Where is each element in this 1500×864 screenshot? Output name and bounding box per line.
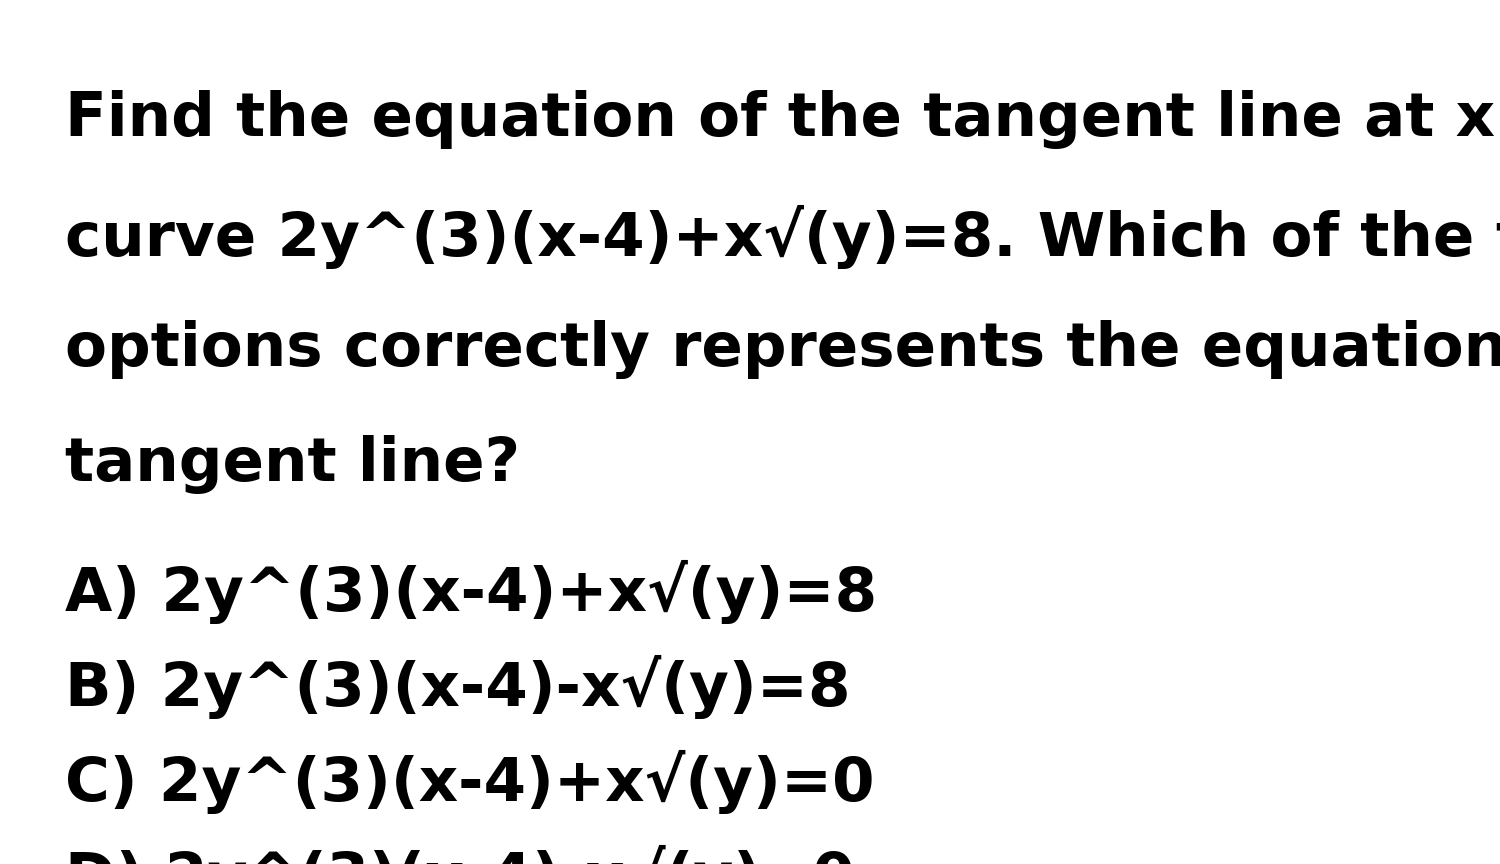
- Text: A) 2y^(3)(x-4)+x√(y)=8: A) 2y^(3)(x-4)+x√(y)=8: [64, 560, 877, 624]
- Text: C) 2y^(3)(x-4)+x√(y)=0: C) 2y^(3)(x-4)+x√(y)=0: [64, 750, 874, 814]
- Text: D) 2y^(3)(x-4)-x√(y)=0: D) 2y^(3)(x-4)-x√(y)=0: [64, 845, 855, 864]
- Text: tangent line?: tangent line?: [64, 435, 520, 494]
- Text: curve 2y^(3)(x-4)+x√(y)=8. Which of the following: curve 2y^(3)(x-4)+x√(y)=8. Which of the …: [64, 205, 1500, 269]
- Text: Find the equation of the tangent line at x=4 for the: Find the equation of the tangent line at…: [64, 90, 1500, 149]
- Text: options correctly represents the equation of the: options correctly represents the equatio…: [64, 320, 1500, 379]
- Text: B) 2y^(3)(x-4)-x√(y)=8: B) 2y^(3)(x-4)-x√(y)=8: [64, 655, 850, 719]
